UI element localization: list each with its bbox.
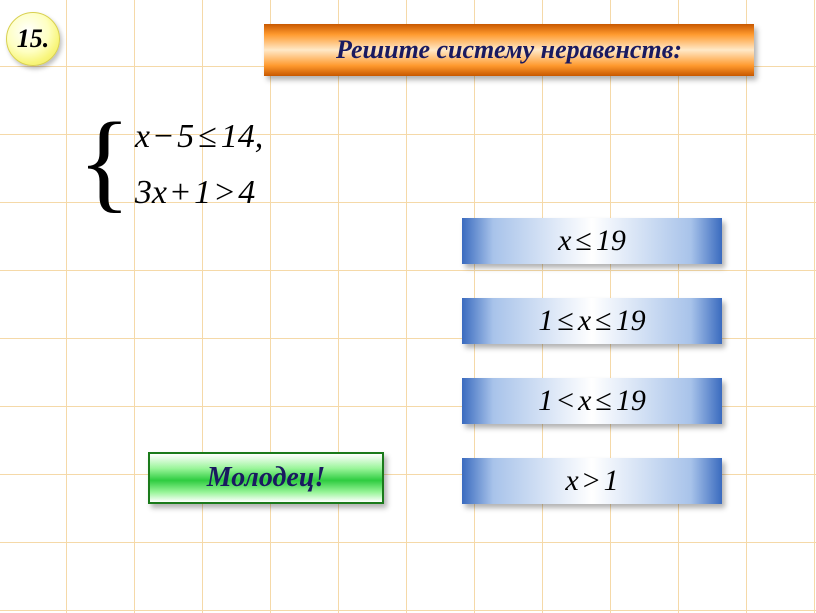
brace-icon: { xyxy=(78,117,131,205)
equation-lines: x−5≤14, 3x+1>4 xyxy=(135,118,263,212)
equation-line-2: 3x+1>4 xyxy=(135,174,263,212)
answer-option-3-text: 1<x≤19 xyxy=(538,384,646,418)
answer-option-4[interactable]: x>1 xyxy=(462,458,722,504)
answer-option-2-text: 1≤x≤19 xyxy=(538,304,645,338)
title-bar: Решите систему неравенств: xyxy=(264,24,754,76)
problem-number-badge: 15. xyxy=(6,12,60,66)
answer-option-4-text: x>1 xyxy=(565,464,618,498)
answer-option-1-text: x≤19 xyxy=(558,224,626,258)
equation-line-1: x−5≤14, xyxy=(135,118,263,156)
inequality-system: { x−5≤14, 3x+1>4 xyxy=(78,118,263,212)
answer-option-1[interactable]: x≤19 xyxy=(462,218,722,264)
problem-number-text: 15. xyxy=(17,24,50,54)
title-text: Решите систему неравенств: xyxy=(336,35,682,65)
answer-option-3[interactable]: 1<x≤19 xyxy=(462,378,722,424)
feedback-text: Молодец! xyxy=(207,462,326,494)
answer-option-2[interactable]: 1≤x≤19 xyxy=(462,298,722,344)
feedback-bar: Молодец! xyxy=(148,452,384,504)
